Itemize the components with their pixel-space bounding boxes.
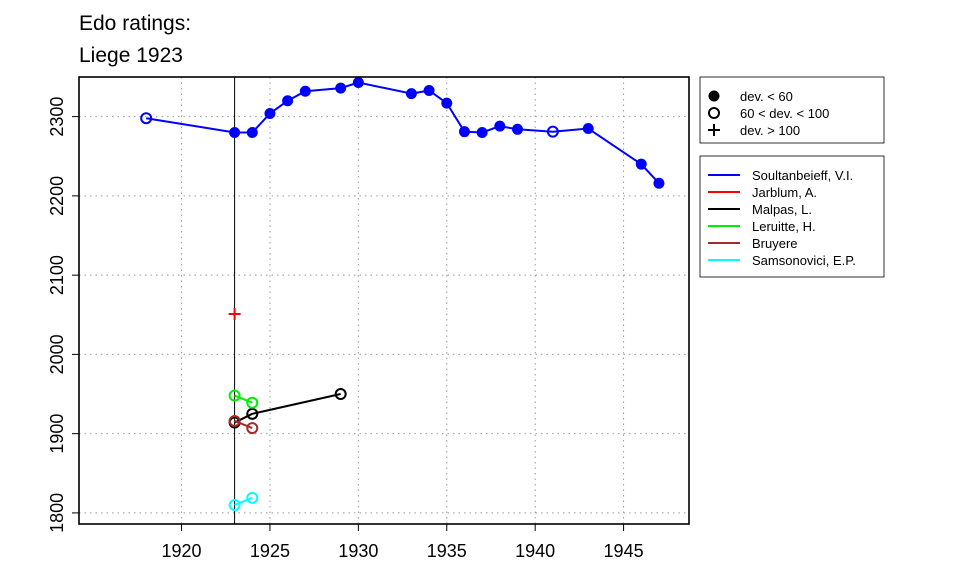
data-point [423,84,435,96]
data-point [246,491,259,504]
series-legend-label: Jarblum, A. [752,185,817,200]
series-line [234,394,253,404]
data-point [246,407,259,420]
grid-lines [79,77,689,524]
data-point [228,389,241,402]
data-point [635,158,647,170]
x-tick-label: 1925 [250,541,290,561]
data-point [405,88,417,100]
series-legend-box [699,155,885,278]
chart-title-line-2: Liege 1923 [79,44,183,67]
plot-frame [78,76,690,525]
marker-legend-symbol [708,107,720,119]
data-point [582,123,594,135]
data-point [228,414,241,427]
series-5 [228,491,259,511]
data-point [282,95,294,107]
marker-legend-symbol [708,90,720,102]
series-legend-label: Soultanbeieff, V.I. [752,168,853,183]
data-point [228,307,241,320]
x-tick-label: 1935 [427,541,467,561]
marker-legend-label: 60 < dev. < 100 [740,106,829,121]
series-legend-label: Samsonovici, E.P. [752,253,856,268]
series-4 [228,414,259,435]
y-tick-label: 2300 [47,97,67,137]
marker-legend-box [699,76,885,144]
data-point [334,388,347,401]
data-point [335,82,347,94]
y-tick-label: 2100 [47,255,67,295]
data-point [458,126,470,138]
data-point [352,77,364,89]
data-point [653,177,665,189]
x-tick-label: 1940 [515,541,555,561]
series-legend: Soultanbeieff, V.I. Jarblum, A. Malpas, L.… [699,155,885,278]
y-tick-label: 2200 [47,176,67,216]
series-0 [140,77,665,189]
data-point [494,120,506,132]
data-point [246,396,259,409]
data-point [246,126,258,138]
marker-legend-label: dev. < 60 [740,89,793,104]
series-line [234,420,253,430]
series-legend-label: Malpas, L. [752,202,812,217]
data-point [511,123,523,135]
y-tick-label: 1900 [47,414,67,454]
series-layer [140,77,665,511]
marker-legend: dev. < 60 60 < dev. < 100 dev. > 100 [699,76,885,144]
y-tick-label: 1800 [47,493,67,533]
series-1 [228,307,241,320]
data-point [246,422,259,435]
y-tick-label: 2000 [47,334,67,374]
data-point [228,498,241,511]
marker-legend-label: dev. > 100 [740,123,800,138]
marker-legend-symbol [708,124,720,136]
x-axis: 1920 1925 1930 1935 1940 1945 [162,523,644,561]
data-point [140,112,153,125]
series-2 [228,388,347,429]
data-point [299,85,311,97]
x-tick-label: 1930 [338,541,378,561]
series-line [234,496,253,506]
data-point [546,125,559,138]
x-tick-label: 1920 [162,541,202,561]
data-point [229,126,241,138]
data-point [476,126,488,138]
series-legend-label: Bruyere [752,236,798,251]
series-3 [228,389,259,409]
series-legend-label: Leruitte, H. [752,219,816,234]
series-line [234,393,341,424]
x-tick-label: 1945 [604,541,644,561]
data-point [264,107,276,119]
data-point [441,97,453,109]
series-line [146,81,660,184]
chart-title-line-1: Edo ratings: [79,12,191,35]
y-axis: 1800 1900 2000 2100 2200 2300 [47,97,79,533]
